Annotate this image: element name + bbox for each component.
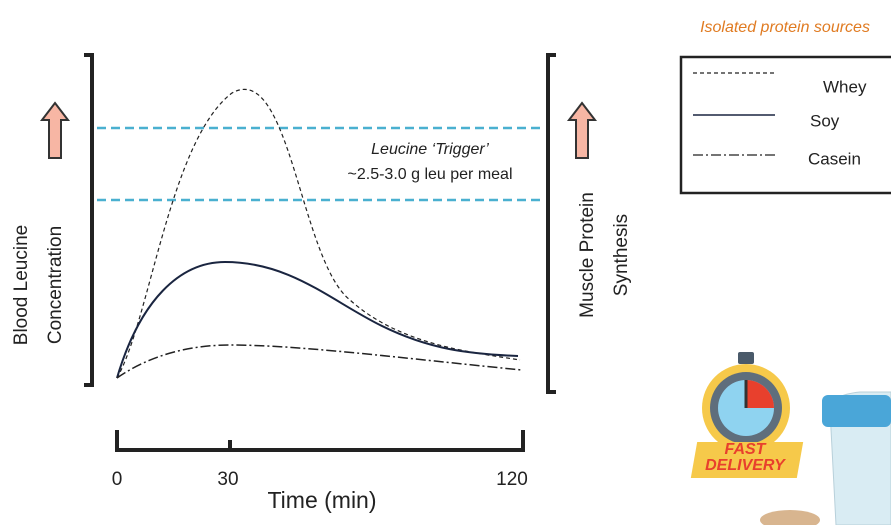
x-tick-label: 120 <box>496 469 528 490</box>
annotation-text: ~2.5-3.0 g leu per meal <box>348 166 513 183</box>
left-axis-label: Blood Leucine <box>11 225 32 345</box>
right-bracket <box>548 55 556 392</box>
x-tick-label: 0 <box>112 469 123 490</box>
x-axis <box>117 430 523 450</box>
up-arrow <box>569 103 595 158</box>
whey-curve <box>117 89 520 378</box>
left-bracket <box>84 55 92 385</box>
badge-text: DELIVERY <box>705 457 786 474</box>
right-axis-label: Muscle Protein <box>577 192 598 318</box>
x-tick-label: 30 <box>217 469 238 490</box>
x-axis-label: Time (min) <box>267 487 376 513</box>
legend-title: Isolated protein sources <box>700 19 870 36</box>
left-axis-label: Concentration <box>45 226 66 344</box>
up-arrow <box>42 103 68 158</box>
soy-curve <box>117 262 518 378</box>
right-axis-label: Synthesis <box>611 214 632 296</box>
legend-label: Whey <box>823 77 867 96</box>
diagram: 0 30 120 Time (min) Blood Leucine Concen… <box>0 0 891 525</box>
legend-label: Casein <box>808 149 861 168</box>
badge-text: FAST <box>725 441 767 458</box>
annotation-title: Leucine ‘Trigger’ <box>371 141 489 158</box>
legend-label: Soy <box>810 111 840 130</box>
